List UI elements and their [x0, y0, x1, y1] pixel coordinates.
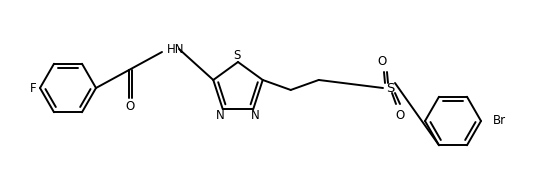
Text: N: N: [251, 109, 260, 122]
Text: HN: HN: [167, 43, 185, 55]
Text: S: S: [234, 48, 241, 62]
Text: O: O: [125, 100, 135, 113]
Text: N: N: [217, 109, 225, 122]
Text: S: S: [386, 82, 394, 94]
Text: O: O: [395, 109, 405, 122]
Text: Br: Br: [493, 113, 506, 126]
Text: O: O: [377, 54, 387, 67]
Text: F: F: [30, 82, 36, 94]
